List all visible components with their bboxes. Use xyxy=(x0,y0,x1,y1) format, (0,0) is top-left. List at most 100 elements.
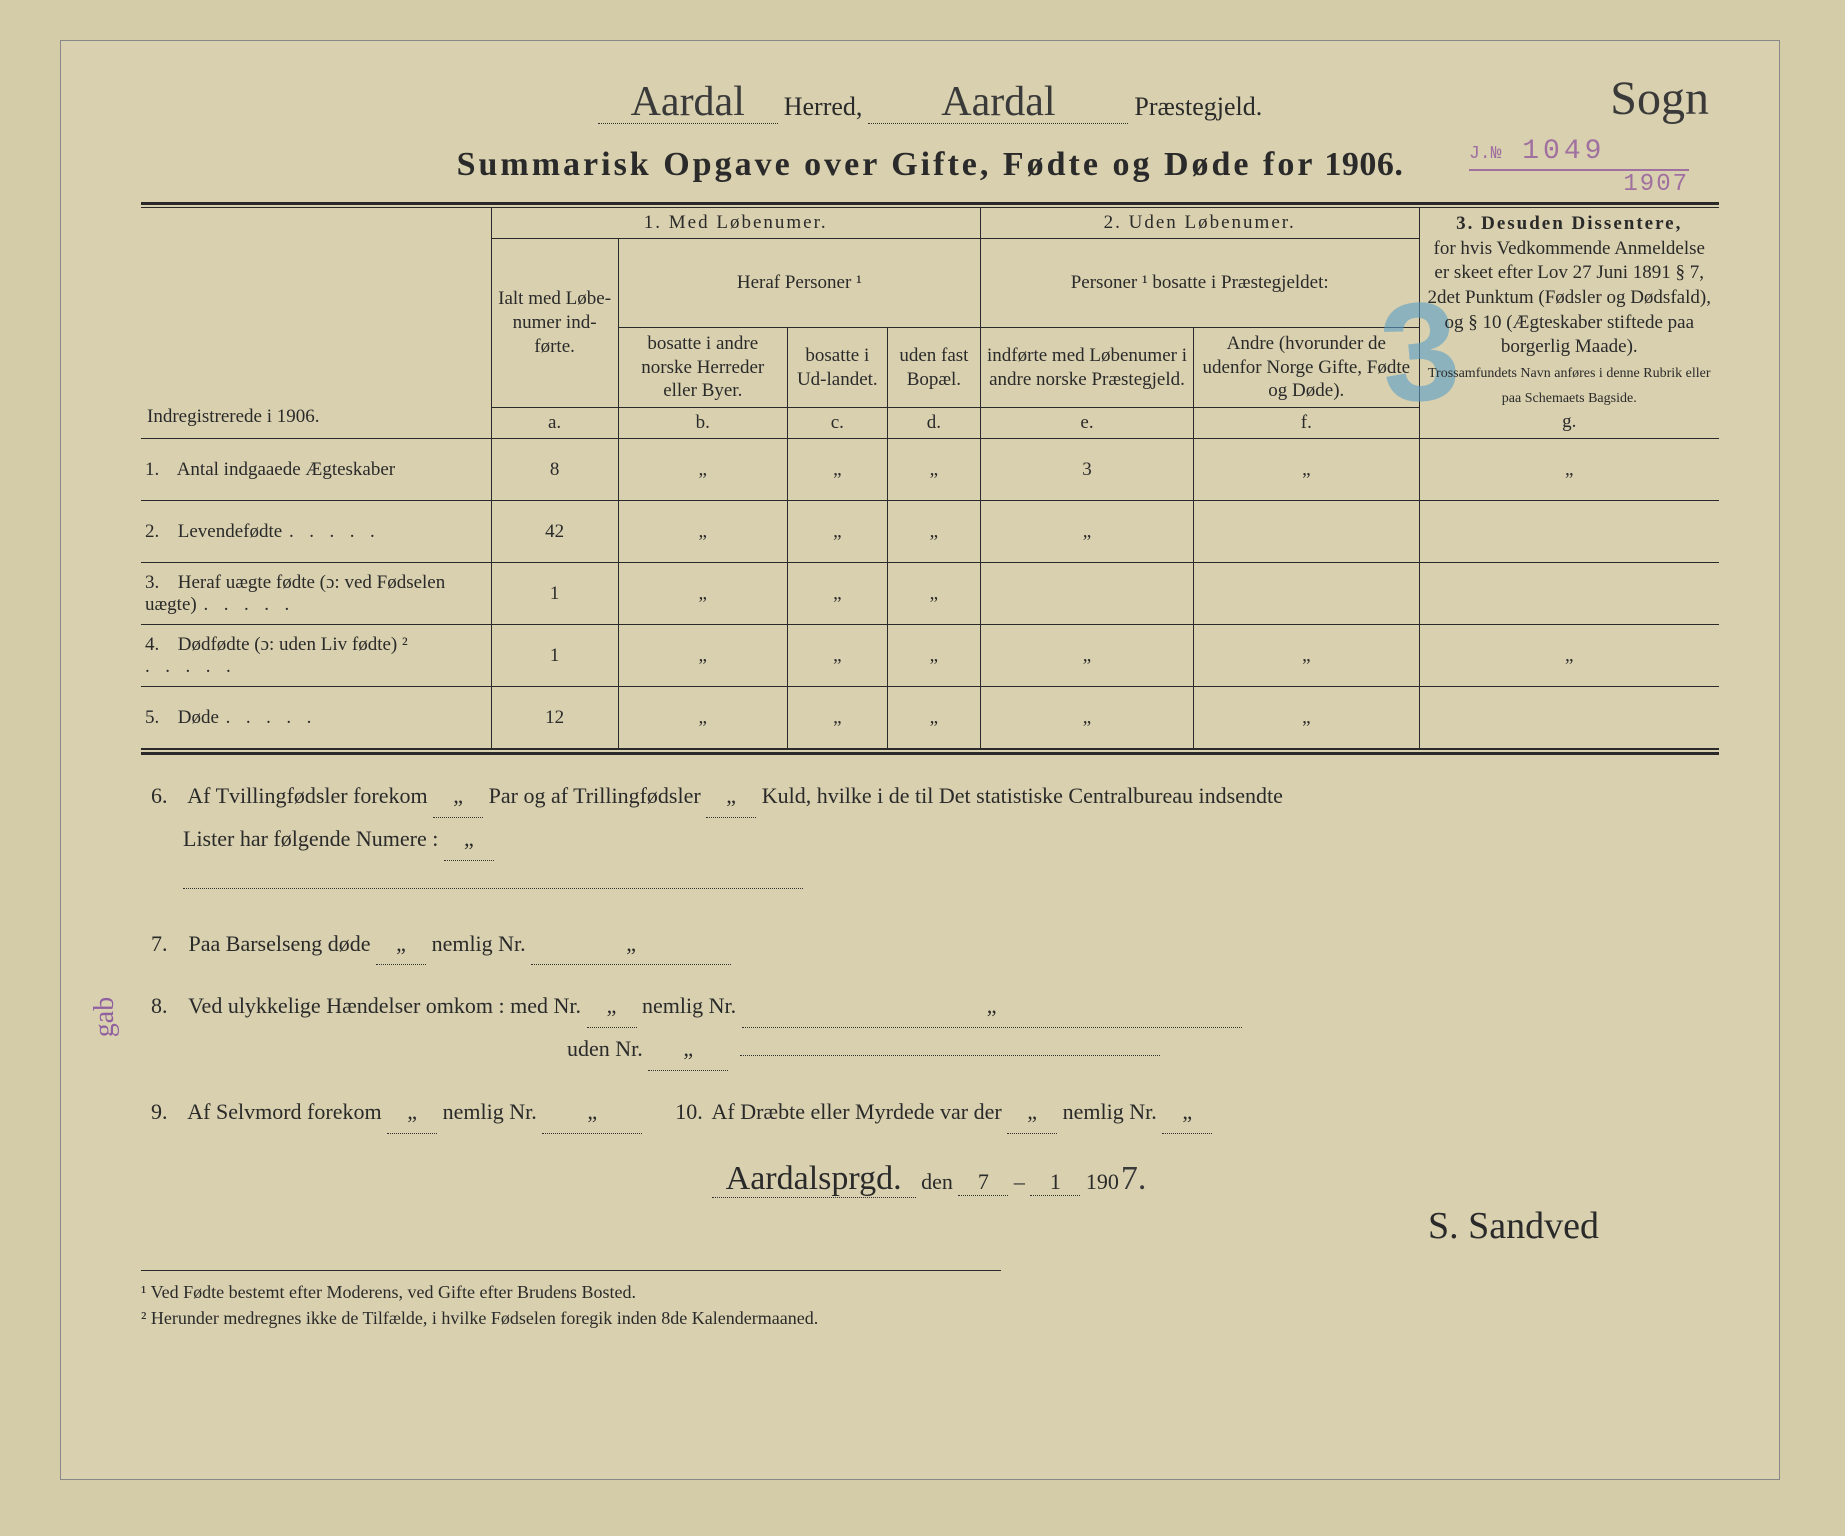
cell-a: 42 xyxy=(491,501,618,563)
cell-d: „ xyxy=(887,501,980,563)
footnote-1: ¹ Ved Fødte bestemt efter Moderens, ved … xyxy=(141,1279,1001,1305)
col-letter-f: f. xyxy=(1194,408,1419,439)
row-label: 1. Antal indgaaede Ægteskaber xyxy=(141,439,491,501)
praestegjeld-value: Aardal xyxy=(868,81,1128,124)
cell-g xyxy=(1419,501,1719,563)
cell-c: „ xyxy=(787,501,887,563)
q8-v2: „ xyxy=(742,985,1242,1028)
stamp-jnr-value: 1049 xyxy=(1522,136,1605,167)
cell-g xyxy=(1419,687,1719,749)
main-table: Indregistrerede i 1906. 1. Med Løbenumer… xyxy=(141,208,1719,749)
question-8: 8. Ved ulykkelige Hændelser omkom : med … xyxy=(151,985,1719,1071)
indreg-header: Indregistrerede i 1906. xyxy=(141,208,491,439)
q6-blank-line xyxy=(183,867,803,889)
table-row: 2. Levendefødte42„„„„ xyxy=(141,501,1719,563)
col-letter-d: d. xyxy=(887,408,980,439)
title-prefix: Summarisk Opgave over Gifte, Fødte og Dø… xyxy=(457,146,1316,183)
q9-v1: „ xyxy=(387,1091,437,1134)
signature-line: Aardalsprgd. den 7 – 1 1907. xyxy=(141,1160,1719,1198)
heraf-header: Heraf Personer ¹ xyxy=(618,239,980,328)
cell-g xyxy=(1419,563,1719,625)
cell-f: „ xyxy=(1194,625,1419,687)
indreg-label: Indregistrerede i 1906. xyxy=(147,406,320,427)
group1-header: 1. Med Løbenumer. xyxy=(491,208,980,239)
col-f-header: Andre (hvorunder de udenfor Norge Gifte,… xyxy=(1194,327,1419,407)
question-9-10: 9. Af Selvmord forekom „ nemlig Nr. „ 10… xyxy=(151,1091,1719,1134)
cell-d: „ xyxy=(887,687,980,749)
cell-b: „ xyxy=(618,563,787,625)
journal-stamp: J.№ 1049 1907 xyxy=(1469,136,1689,198)
q6-val1: „ xyxy=(433,775,483,818)
q9-mid: nemlig Nr. xyxy=(443,1099,537,1124)
q6-mid: Par og af Trillingfødsler xyxy=(489,783,701,808)
stamp-jnr-label: J.№ xyxy=(1469,144,1501,164)
q10-v2: „ xyxy=(1162,1091,1212,1134)
sig-month: 1 xyxy=(1030,1169,1080,1196)
title-year: 1906. xyxy=(1324,146,1403,183)
q7-v2: „ xyxy=(531,923,731,966)
group3-header: 3. Desuden Dissentere, for hvis Vedkomme… xyxy=(1419,208,1719,439)
group2-text: 2. Uden Løbenumer. xyxy=(1104,212,1296,233)
row-label: 2. Levendefødte xyxy=(141,501,491,563)
cell-b: „ xyxy=(618,625,787,687)
cell-f xyxy=(1194,563,1419,625)
cell-a: 12 xyxy=(491,687,618,749)
q8-v1: „ xyxy=(587,985,637,1028)
praestegjeld-label: Præstegjeld. xyxy=(1134,92,1262,122)
cell-d: „ xyxy=(887,563,980,625)
col-letter-e: e. xyxy=(980,408,1193,439)
q6-val2: „ xyxy=(706,775,756,818)
col-c-header: bosatte i Ud-landet. xyxy=(787,327,887,407)
q8-m1: med Nr. xyxy=(510,993,581,1018)
sig-year-prefix: 190 xyxy=(1086,1169,1119,1194)
sig-day: 7 xyxy=(958,1169,1008,1196)
cell-a: 1 xyxy=(491,625,618,687)
cell-e: „ xyxy=(980,687,1193,749)
cell-d: „ xyxy=(887,439,980,501)
sig-year-suffix: 7. xyxy=(1119,1162,1149,1196)
stamp-year: 1907 xyxy=(1469,171,1689,198)
herred-label: Herred, xyxy=(784,92,863,122)
cell-b: „ xyxy=(618,439,787,501)
cell-f xyxy=(1194,501,1419,563)
table-row: 1. Antal indgaaede Ægteskaber8„„„3„„ xyxy=(141,439,1719,501)
table-row: 5. Døde12„„„„„ xyxy=(141,687,1719,749)
q6-val3: „ xyxy=(444,818,494,861)
cell-d: „ xyxy=(887,625,980,687)
q8-u1: uden Nr. xyxy=(567,1036,643,1061)
q6-post: Kuld, hvilke i de til Det statistiske Ce… xyxy=(762,783,1283,808)
cell-f: „ xyxy=(1194,439,1419,501)
q8-v3: „ xyxy=(648,1028,728,1071)
q7-mid: nemlig Nr. xyxy=(432,931,526,956)
cell-b: „ xyxy=(618,687,787,749)
cell-g: „ xyxy=(1419,439,1719,501)
cell-f: „ xyxy=(1194,687,1419,749)
question-6: 6. Af Tvillingfødsler forekom „ Par og a… xyxy=(151,775,1719,902)
ialt-header: Ialt med Løbe-numer ind-førte. xyxy=(491,239,618,408)
col-letter-a: a. xyxy=(491,408,618,439)
cell-c: „ xyxy=(787,687,887,749)
cell-c: „ xyxy=(787,439,887,501)
pers-header: Personer ¹ bosatte i Præstegjeldet: xyxy=(980,239,1419,328)
col-b-header: bosatte i andre norske Herreder eller By… xyxy=(618,327,787,407)
q8-blank xyxy=(740,1055,1160,1056)
q8-pre: Ved ulykkelige Hændelser omkom : xyxy=(188,993,505,1018)
group3-title: 3. Desuden Dissentere, xyxy=(1456,213,1682,234)
question-7: 7. Paa Barselseng døde „ nemlig Nr. „ xyxy=(151,923,1719,966)
cell-c: „ xyxy=(787,563,887,625)
stamp-jnr-line: J.№ 1049 xyxy=(1469,136,1689,171)
group1-text: 1. Med Løbenumer. xyxy=(644,212,828,233)
cell-b: „ xyxy=(618,501,787,563)
q9-v2: „ xyxy=(542,1091,642,1134)
group3-body: for hvis Vedkommende Anmeldelse er skeet… xyxy=(1428,238,1711,358)
cell-e: „ xyxy=(980,625,1193,687)
col-letter-g: g. xyxy=(1562,411,1576,432)
q6-line2: Lister har følgende Numere : xyxy=(183,826,438,851)
row-label: 3. Heraf uægte fødte (ɔ: ved Fødselen uæ… xyxy=(141,563,491,625)
sig-place: Aardalsprgd. xyxy=(712,1160,916,1198)
cell-g: „ xyxy=(1419,625,1719,687)
q9-pre: Af Selvmord forekom xyxy=(187,1099,381,1124)
q10-v1: „ xyxy=(1007,1091,1057,1134)
cell-c: „ xyxy=(787,625,887,687)
cell-a: 1 xyxy=(491,563,618,625)
